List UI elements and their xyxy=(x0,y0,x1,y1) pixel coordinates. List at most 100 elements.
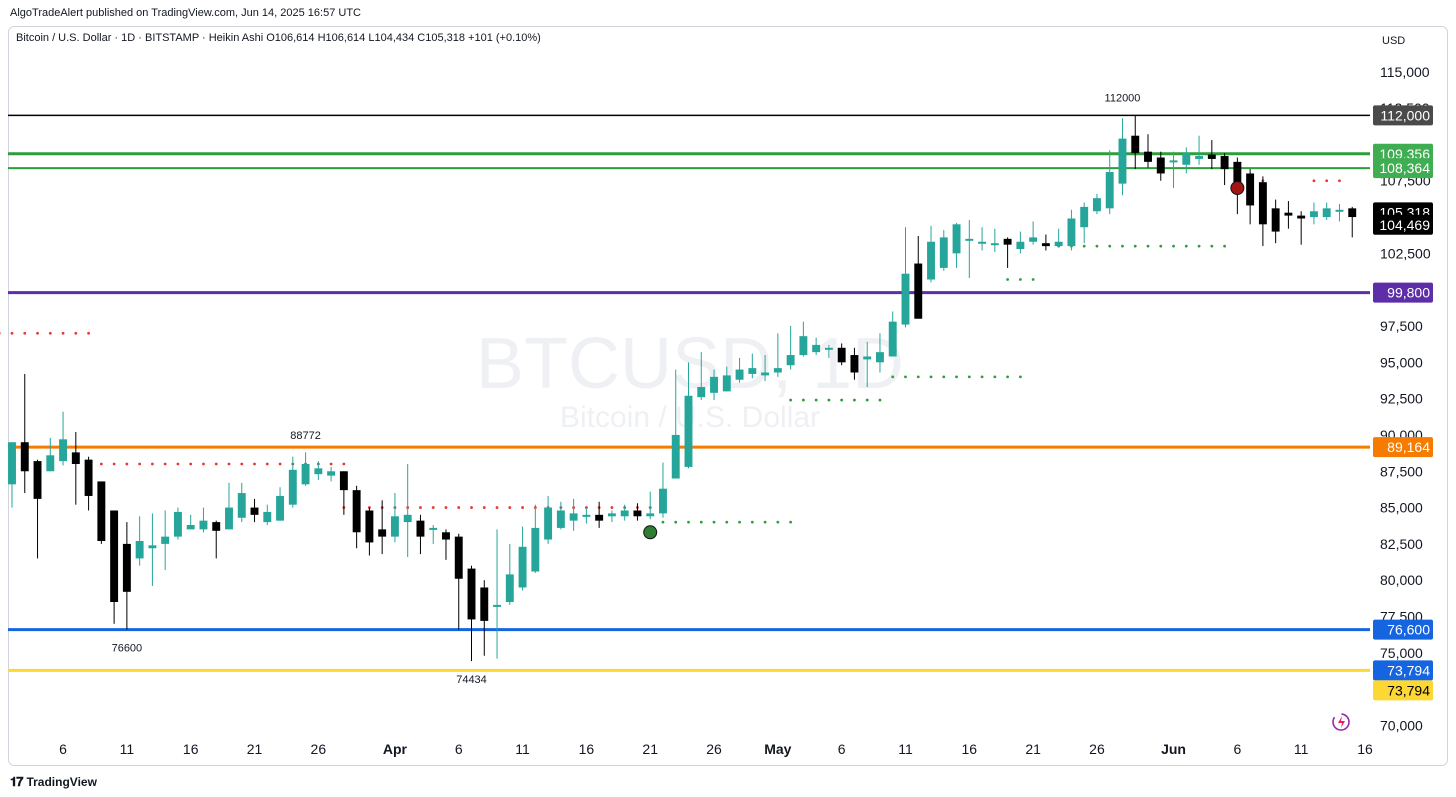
candle-2025-05-04 xyxy=(812,337,821,356)
candle-body xyxy=(544,507,553,540)
replay-icon[interactable] xyxy=(1332,713,1350,731)
candle-2025-04-13 xyxy=(544,495,553,544)
candle-body xyxy=(225,507,233,530)
candle-2025-05-05 xyxy=(824,344,833,358)
price-tick-label: 115,000 xyxy=(1380,64,1430,80)
candle-2025-04-05 xyxy=(442,529,450,560)
candle-2025-05-26 xyxy=(1092,193,1101,215)
dot-marker xyxy=(457,506,461,509)
level-badge-2: 108,364 xyxy=(1373,158,1433,179)
candle-2025-04-08 xyxy=(480,580,489,656)
dot-marker xyxy=(929,375,933,379)
dot-marker xyxy=(1006,278,1010,281)
dot-marker xyxy=(240,462,244,466)
footer-brand[interactable]: 𝟏𝟕 TradingView xyxy=(10,774,97,790)
candle-2025-06-12 xyxy=(1309,202,1318,225)
candle-2025-03-24 xyxy=(288,456,297,508)
level-badge-4: 89,164 xyxy=(1373,437,1433,458)
candle-body xyxy=(1207,154,1216,159)
dotted-level-4 xyxy=(789,398,882,402)
candle-2025-03-16 xyxy=(186,514,195,530)
price-badge-1-text: 104,469 xyxy=(1379,217,1430,233)
dot-marker xyxy=(738,520,741,524)
price-tick-label: 82,500 xyxy=(1380,536,1423,552)
level-badge-1-text: 109,356 xyxy=(1379,146,1430,162)
candle-body xyxy=(97,481,106,541)
candle-body xyxy=(59,439,68,462)
candle-body xyxy=(850,355,859,373)
candle-2025-06-04 xyxy=(1207,140,1216,170)
candle-body xyxy=(365,510,374,543)
candle-body xyxy=(46,455,55,472)
candle-2025-03-19 xyxy=(225,482,233,530)
dot-marker xyxy=(482,506,486,509)
candle-body xyxy=(122,543,131,592)
candle-body xyxy=(250,507,259,515)
candle-body xyxy=(735,369,744,380)
dot-marker xyxy=(789,398,793,402)
candle-2025-04-11 xyxy=(518,526,527,591)
candle-2025-03-09 xyxy=(97,481,106,544)
candle-2025-04-25 xyxy=(697,352,706,401)
dot-marker xyxy=(1082,244,1086,248)
dot-marker xyxy=(674,520,678,524)
candle-body xyxy=(71,452,80,464)
dot-marker xyxy=(789,520,793,524)
candle-body xyxy=(799,336,808,356)
candle-body xyxy=(186,525,195,530)
candle-body xyxy=(607,513,616,517)
candle-2025-04-18 xyxy=(607,510,616,523)
candle-2025-05-14 xyxy=(939,230,948,271)
candle-2025-05-13 xyxy=(927,225,935,283)
dot-marker xyxy=(508,506,512,509)
candle-body xyxy=(518,546,527,588)
candle-body xyxy=(952,224,961,254)
candle-2025-03-31 xyxy=(378,500,387,555)
price-annotation-2: 76600 xyxy=(112,643,143,655)
time-tick-label: 16 xyxy=(183,741,199,757)
candle-body xyxy=(901,273,910,325)
candle-body xyxy=(8,442,16,485)
candle-2025-03-03 xyxy=(20,373,29,494)
candle-2025-05-27 xyxy=(1105,150,1114,215)
candle-2025-03-26 xyxy=(314,461,323,480)
candle-2025-06-03 xyxy=(1195,135,1204,165)
candle-body xyxy=(1258,182,1267,225)
candle-body xyxy=(1233,161,1242,188)
dot-marker xyxy=(1223,244,1226,248)
candle-2025-04-07 xyxy=(467,565,476,662)
dot-marker xyxy=(1133,244,1137,248)
candle-body xyxy=(939,237,948,268)
chart-frame xyxy=(8,26,1448,766)
candle-2025-05-10 xyxy=(888,311,897,357)
time-axis[interactable]: 6 11 16 21 26 Apr 6 11 16 21 26 May 6 11 16 21 26 Jun 6 11 1… xyxy=(59,741,1373,757)
candle-2025-03-08 xyxy=(84,456,93,511)
candle-2025-05-09 xyxy=(876,333,884,373)
candle-body xyxy=(812,344,821,353)
sell-signal-marker xyxy=(1230,181,1245,195)
dot-marker xyxy=(329,462,333,466)
dot-marker xyxy=(853,398,856,402)
dot-marker xyxy=(87,331,90,335)
dot-marker xyxy=(1172,244,1175,248)
dot-marker xyxy=(202,462,205,466)
candle-2025-04-04 xyxy=(429,525,438,544)
candle-body xyxy=(556,510,565,528)
candle-2025-04-12 xyxy=(531,504,540,573)
candle-2025-03-23 xyxy=(276,487,285,521)
currency-label: USD xyxy=(1382,35,1405,47)
dot-marker xyxy=(993,375,997,379)
candle-body xyxy=(33,461,42,499)
dot-marker xyxy=(176,462,180,466)
symbol-info-line[interactable]: Bitcoin / U.S. Dollar · 1D · BITSTAMP · … xyxy=(16,32,541,44)
level-badge-0-bg xyxy=(1373,105,1433,126)
time-tick-label: 16 xyxy=(579,741,595,757)
level-badge-0-text: 112,000 xyxy=(1380,107,1430,123)
price-badge-2-text: 73,794 xyxy=(1387,682,1430,698)
candle-body xyxy=(276,495,285,521)
dot-marker xyxy=(980,375,984,379)
candle-body xyxy=(314,468,323,475)
candle-body xyxy=(990,243,999,246)
candle-body xyxy=(1309,211,1318,218)
